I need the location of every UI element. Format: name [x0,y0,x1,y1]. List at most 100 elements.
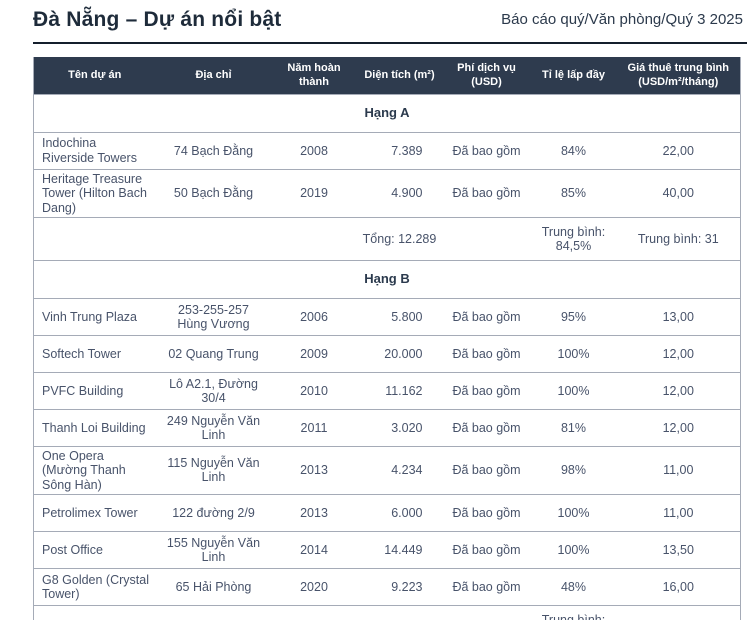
column-header-rent: Giá thuê trung bình (USD/m²/tháng) [616,57,741,95]
rent-cell: 11,00 [616,445,741,495]
address-cell: 249 Nguyễn Văn Linh [155,408,272,447]
project-name-cell: Softech Tower [33,334,156,373]
occupancy-cell: 98% [530,445,617,495]
address-cell: 65 Hải Phòng [155,568,272,606]
year-cell: 2006 [271,297,357,336]
rent-cell: 12,00 [616,408,741,447]
occupancy-cell: 84% [530,131,617,170]
project-name-cell: One Opera (Mường Thanh Sông Hàn) [33,445,156,495]
projects-table: Tên dự án Địa chỉ Năm hoàn thành Diện tí… [33,57,741,620]
occupancy-cell: 81% [530,408,617,447]
column-header-address: Địa chỉ [155,57,272,95]
column-header-year: Năm hoàn thành [271,57,357,95]
year-cell: 2008 [271,131,357,170]
report-header: Đà Nẵng – Dự án nổi bật Báo cáo quý/Văn … [0,0,747,32]
service-fee-cell: Đã bao gồm [442,531,531,569]
service-fee-cell: Đã bao gồm [442,334,531,373]
occupancy-cell: 100% [530,334,617,373]
address-cell: 50 Bạch Đằng [155,168,272,218]
summary-blank-fee-cell [442,216,531,261]
table-row: Thanh Loi Building 249 Nguyễn Văn Linh 201… [33,408,741,447]
column-header-occupancy: Tỉ lệ lấp đầy [530,57,617,95]
table-row: Post Office 155 Nguyễn Văn Linh 2014 14.449… [33,531,741,569]
title-divider [33,42,747,45]
rent-cell: 40,00 [616,168,741,218]
year-cell: 2009 [271,334,357,373]
project-name-cell: Heritage Treasure Tower (Hilton Bach Dan… [33,168,156,218]
section-row: Hạng B [33,259,741,299]
area-cell: 4.234 [356,445,443,495]
area-cell: 6.000 [356,494,443,532]
project-name-cell: PVFC Building [33,371,156,410]
area-cell: 3.020 [356,408,443,447]
summary-row: Tổng: 12.289 Trung bình: 84,5% Trung bình:… [33,216,741,261]
year-cell: 2019 [271,168,357,218]
address-cell: 02 Quang Trung [155,334,272,373]
year-cell: 2013 [271,494,357,532]
rent-cell: 11,00 [616,494,741,532]
address-cell: 122 đường 2/9 [155,494,272,532]
rent-cell: 16,00 [616,568,741,606]
table-row: Petrolimex Tower 122 đường 2/9 2013 6.000 Đã… [33,494,741,532]
section-row: Hạng A [33,93,741,133]
occupancy-cell: 85% [530,168,617,218]
column-header-fee: Phí dịch vụ (USD) [442,57,531,95]
summary-rent-average: Trung bình: 12,6 [616,605,741,620]
rent-cell: 12,00 [616,371,741,410]
rent-cell: 12,00 [616,334,741,373]
area-cell: 4.900 [356,168,443,218]
year-cell: 2011 [271,408,357,447]
table-row: PVFC Building Lô A2.1, Đường 30/4 2010 11.1… [33,371,741,410]
rent-cell: 13,00 [616,297,741,336]
page-title: Đà Nẵng – Dự án nổi bật [33,8,282,31]
table-row: Softech Tower 02 Quang Trung 2009 20.000 Đã … [33,334,741,373]
occupancy-cell: 48% [530,568,617,606]
project-name-cell: Post Office [33,531,156,569]
occupancy-cell: 95% [530,297,617,336]
year-cell: 2020 [271,568,357,606]
summary-area-total: Tổng: 73.888 [356,605,443,620]
column-header-area: Diện tích (m²) [356,57,443,95]
rent-cell: 13,50 [616,531,741,569]
summary-blank-fee-cell [442,605,531,620]
occupancy-cell: 100% [530,371,617,410]
summary-area-total: Tổng: 12.289 [356,216,443,261]
summary-occupancy-average: Trung bình: 84,5% [530,216,617,261]
summary-blank-cell [33,216,357,261]
address-cell: 253-255-257 Hùng Vương [155,297,272,336]
occupancy-cell: 100% [530,531,617,569]
table-row: Indochina Riverside Towers 74 Bạch Đằng 20… [33,131,741,170]
projects-table-body: Hạng A Indochina Riverside Towers 74 Bạch … [33,93,741,620]
summary-occupancy-average: Trung bình: 90,3% [530,605,617,620]
section-label: Hạng B [33,259,741,299]
address-cell: 155 Nguyễn Văn Linh [155,531,272,569]
rent-cell: 22,00 [616,131,741,170]
service-fee-cell: Đã bao gồm [442,568,531,606]
service-fee-cell: Đã bao gồm [442,445,531,495]
project-name-cell: G8 Golden (Crystal Tower) [33,568,156,606]
service-fee-cell: Đã bao gồm [442,371,531,410]
table-row: One Opera (Mường Thanh Sông Hàn) 115 Nguy… [33,445,741,495]
area-cell: 20.000 [356,334,443,373]
table-row: G8 Golden (Crystal Tower) 65 Hải Phòng 202… [33,568,741,606]
address-cell: 115 Nguyễn Văn Linh [155,445,272,495]
breadcrumb: Báo cáo quý/Văn phòng/Quý 3 2025 [501,11,743,28]
occupancy-cell: 100% [530,494,617,532]
address-cell: Lô A2.1, Đường 30/4 [155,371,272,410]
year-cell: 2014 [271,531,357,569]
area-cell: 9.223 [356,568,443,606]
table-row: Vinh Trung Plaza 253-255-257 Hùng Vương 20… [33,297,741,336]
column-header-name: Tên dự án [33,57,156,95]
header-row: Tên dự án Địa chỉ Năm hoàn thành Diện tí… [33,57,741,95]
service-fee-cell: Đã bao gồm [442,494,531,532]
address-cell: 74 Bạch Đằng [155,131,272,170]
area-cell: 7.389 [356,131,443,170]
summary-row: Tổng: 73.888 Trung bình: 90,3%Trung bình:… [33,605,741,620]
table-row: Heritage Treasure Tower (Hilton Bach Dan… [33,168,741,218]
service-fee-cell: Đã bao gồm [442,131,531,170]
project-name-cell: Vinh Trung Plaza [33,297,156,336]
summary-rent-average: Trung bình: 31 [616,216,741,261]
service-fee-cell: Đã bao gồm [442,408,531,447]
project-name-cell: Thanh Loi Building [33,408,156,447]
